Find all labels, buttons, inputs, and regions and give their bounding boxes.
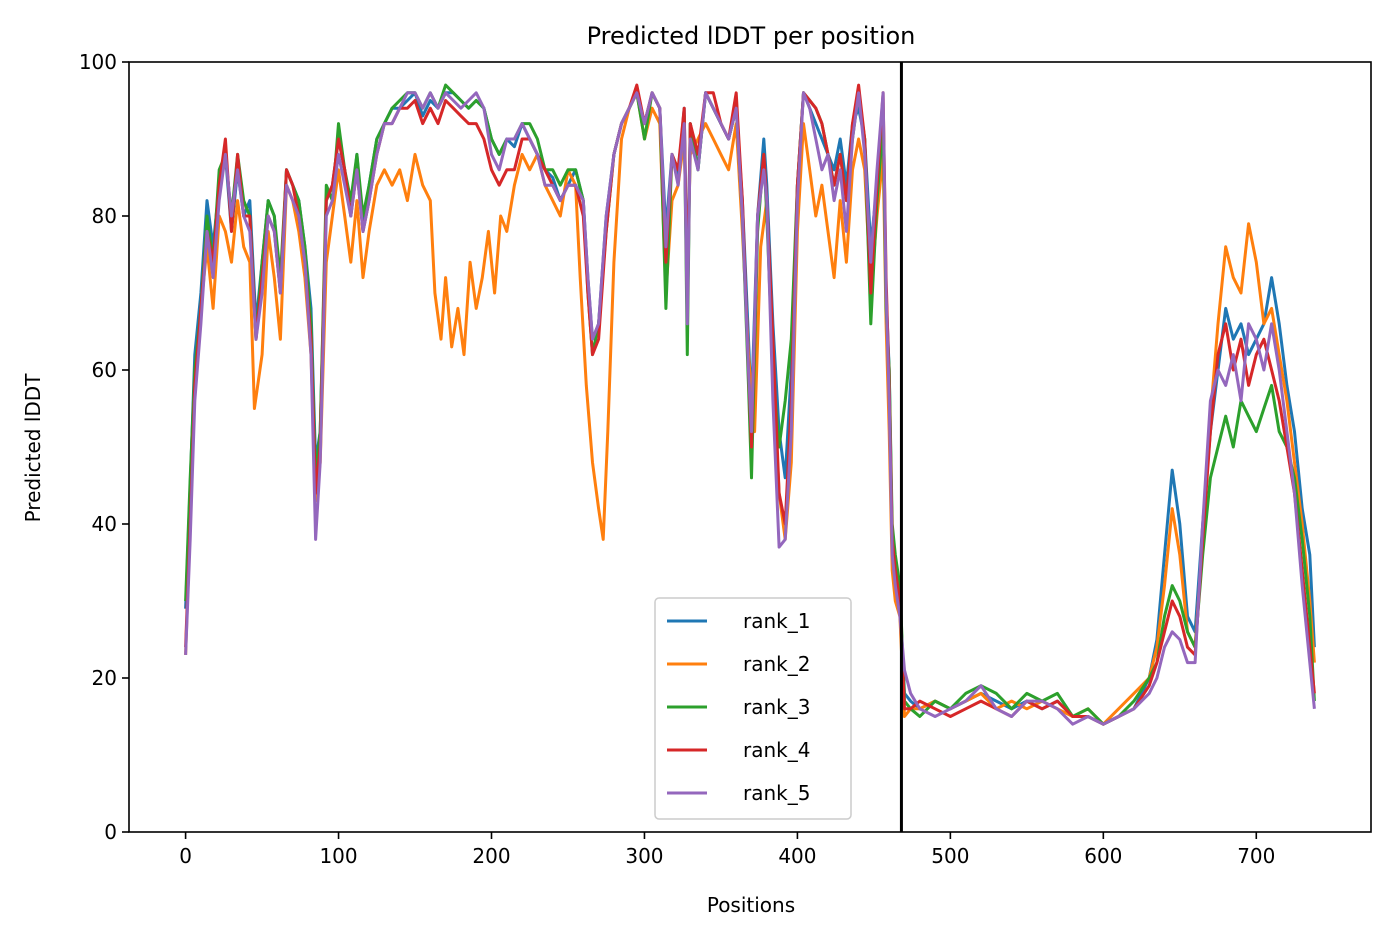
y-axis-label: Predicted lDDT [21,373,45,523]
x-tick-label: 500 [931,844,969,868]
y-tick-label: 40 [92,512,117,536]
x-axis-label: Positions [707,893,795,917]
y-tick-label: 60 [92,358,117,382]
x-tick-label: 200 [472,844,510,868]
y-tick-label: 100 [79,50,117,74]
y-tick-label: 80 [92,204,117,228]
legend-label-rank_1: rank_1 [743,609,810,633]
x-tick-label: 700 [1237,844,1275,868]
legend-label-rank_2: rank_2 [743,652,810,676]
x-tick-label: 400 [778,844,816,868]
chart-title: Predicted lDDT per position [587,22,916,50]
x-tick-label: 300 [625,844,663,868]
axes-frame [128,61,1372,833]
plot-area: 0 100 200 300 400 500 600 700 0 20 40 60 80 100 rank_1… [79,50,1372,868]
x-tick-label: 100 [319,844,357,868]
y-tick-label: 20 [92,666,117,690]
legend-label-rank_4: rank_4 [743,738,810,762]
series-line-rank_5 [184,91,1316,726]
x-tick-label: 0 [179,844,192,868]
legend-box [654,597,852,820]
x-tick-label: 600 [1084,844,1122,868]
legend-label-rank_5: rank_5 [743,781,810,805]
legend-label-rank_3: rank_3 [743,695,810,719]
y-tick-label: 0 [104,820,117,844]
